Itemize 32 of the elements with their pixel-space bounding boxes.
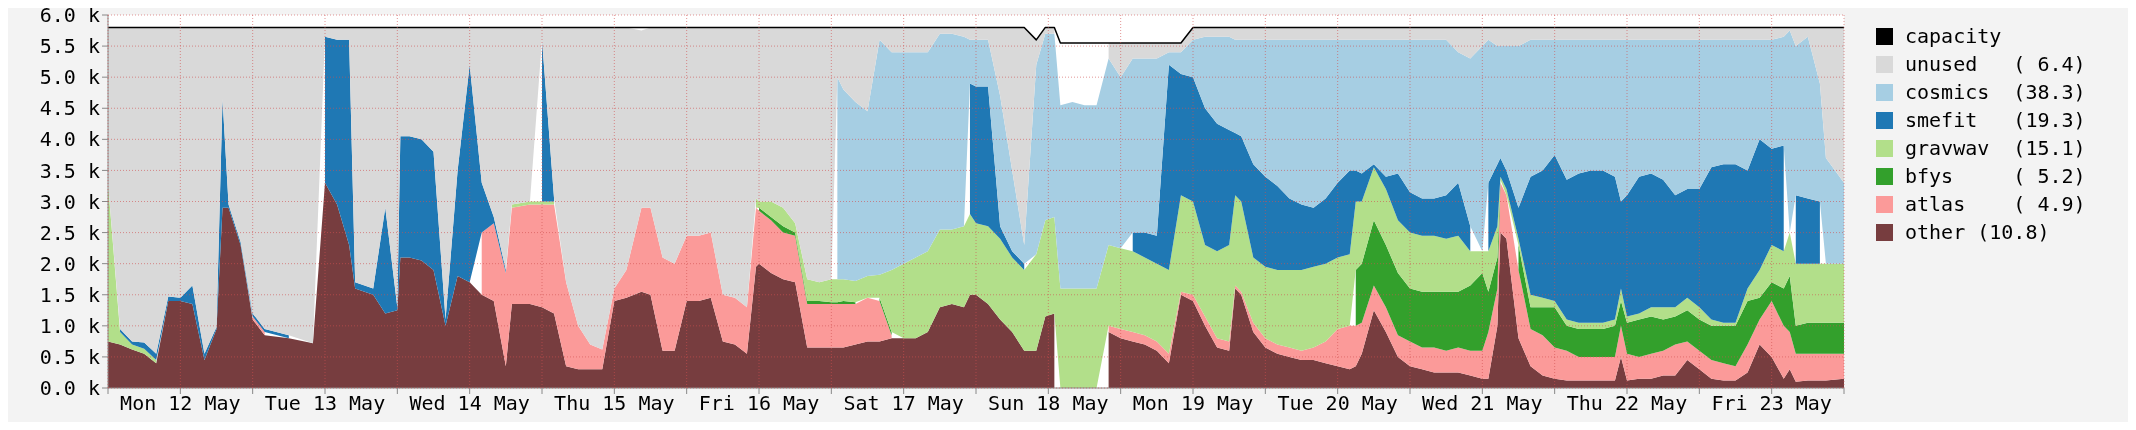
x-tick-label: Mon 19 May <box>1132 391 1254 416</box>
x-tick-label: Tue 13 May <box>264 391 386 416</box>
x-tick-label: Fri 23 May <box>1711 391 1832 416</box>
y-tick-label: 4.0 k <box>39 127 100 152</box>
y-tick-label: 5.5 k <box>39 34 100 59</box>
y-tick-label: 4.5 k <box>39 96 100 121</box>
x-tick-label: Wed 21 May <box>1422 391 1543 416</box>
y-tick-label: 2.0 k <box>39 251 100 276</box>
legend-label: smefit (19.3) <box>1905 108 2086 132</box>
x-tick-label: Sun 18 May <box>988 391 1109 416</box>
x-tick-label: Thu 15 May <box>554 391 675 416</box>
y-tick-label: 3.0 k <box>39 189 100 214</box>
x-tick-label: Sat 17 May <box>843 391 964 416</box>
legend-label: capacity <box>1905 24 2002 48</box>
y-tick-label: 2.5 k <box>39 220 100 245</box>
legend-label: gravwav (15.1) <box>1905 136 2086 160</box>
y-tick-label: 5.0 k <box>39 65 100 90</box>
y-tick-label: 1.5 k <box>39 282 100 307</box>
y-tick-label: 3.5 k <box>39 158 100 183</box>
y-tick-label: 0.5 k <box>39 345 100 370</box>
x-tick-label: Wed 14 May <box>409 391 530 416</box>
y-tick-label: 0.0 k <box>39 376 100 401</box>
legend-label: unused ( 6.4) <box>1905 52 2086 76</box>
legend-label: other (10.8) <box>1905 220 2050 244</box>
x-tick-label: Mon 12 May <box>120 391 241 416</box>
legend-label: cosmics (38.3) <box>1905 80 2086 104</box>
x-tick-label: Fri 16 May <box>698 391 820 416</box>
x-tick-label: Tue 20 May <box>1277 391 1398 416</box>
x-tick-label: Thu 22 May <box>1566 391 1688 416</box>
legend-label: atlas ( 4.9) <box>1905 192 2086 216</box>
legend-label: bfys ( 5.2) <box>1905 164 2086 188</box>
y-tick-label: 1.0 k <box>39 313 100 338</box>
